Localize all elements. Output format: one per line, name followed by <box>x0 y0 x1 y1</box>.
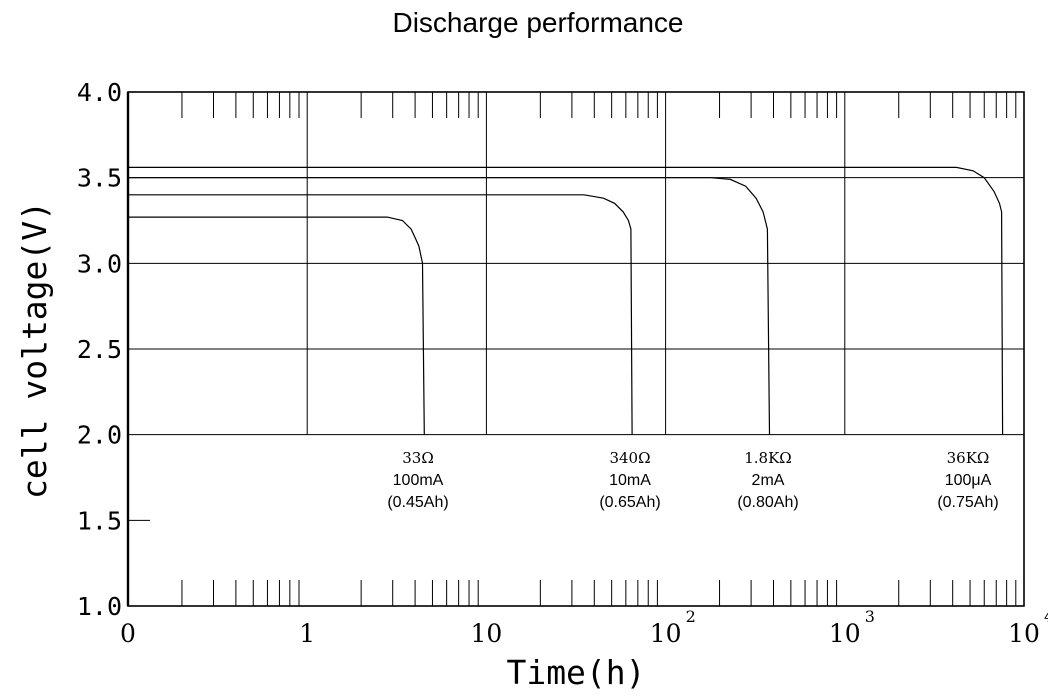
discharge-curve-2 <box>128 177 771 435</box>
curve-label-line: (0.45Ah) <box>387 494 448 511</box>
curve-annotations: 33Ω 100mA (0.45Ah) 340Ω 10mA (0.65Ah) 1.8KΩ 2mA… <box>387 449 998 511</box>
grid-lines <box>128 92 1024 521</box>
y-tick-label: 1.5 <box>77 506 122 535</box>
y-tick-label: 2.0 <box>77 421 122 450</box>
curve-label-line: (0.75Ah) <box>937 494 998 511</box>
x-tick-base: 10 <box>650 619 682 648</box>
x-tick-base: 10 <box>470 619 502 648</box>
minor-ticks <box>181 92 1017 606</box>
curve-label-line: (0.65Ah) <box>599 494 660 511</box>
discharge-curve-3 <box>128 166 1004 435</box>
curve-label-line: (0.80Ah) <box>737 494 798 511</box>
curve-label-line: 33Ω <box>402 449 434 467</box>
x-tick-base: 0 <box>120 619 136 648</box>
x-tick-exponent: 3 <box>865 607 875 626</box>
curve-label-1: 340Ω 10mA (0.65Ah) <box>599 449 660 511</box>
x-tick-exponent: 4 <box>1044 607 1048 626</box>
x-tick-exponent: 2 <box>686 607 696 626</box>
curve-label-line: 340Ω <box>609 449 650 467</box>
x-tick-label: 104 <box>1008 607 1048 648</box>
discharge-curves <box>128 166 1004 435</box>
discharge-curve-1 <box>128 194 633 435</box>
y-tick-label: 1.0 <box>77 592 122 621</box>
y-tick-label: 4.0 <box>77 78 122 107</box>
curve-label-line: 100μA <box>945 472 992 489</box>
curve-label-2: 1.8KΩ 2mA (0.80Ah) <box>737 449 798 511</box>
curve-label-3: 36KΩ 100μA (0.75Ah) <box>937 449 998 511</box>
y-tick-label: 2.5 <box>77 335 122 364</box>
curve-label-line: 10mA <box>609 472 651 489</box>
x-tick-label: 103 <box>829 607 875 648</box>
x-tick-label: 102 <box>650 607 696 648</box>
chart-title: Discharge performance <box>392 7 683 38</box>
discharge-curve-0 <box>128 216 425 435</box>
y-axis-label: cell voltage(V) <box>15 201 54 499</box>
x-tick-base: 10 <box>829 619 861 648</box>
curve-label-line: 100mA <box>393 472 444 489</box>
curve-label-line: 36KΩ <box>947 449 990 467</box>
y-tick-label: 3.0 <box>77 249 122 278</box>
y-tick-label: 3.5 <box>77 164 122 193</box>
x-tick-labels: 0110102103104 <box>120 607 1048 648</box>
x-tick-label: 1 <box>299 619 315 648</box>
curve-label-line: 2mA <box>752 472 785 489</box>
x-tick-label: 10 <box>470 619 502 648</box>
x-tick-base: 1 <box>299 619 315 648</box>
y-tick-labels: 1.0 1.5 2.0 2.5 3.0 3.5 4.0 <box>77 78 122 621</box>
curve-label-line: 1.8KΩ <box>744 449 792 467</box>
x-tick-base: 10 <box>1008 619 1040 648</box>
x-tick-label: 0 <box>120 619 136 648</box>
x-axis-label: Time(h) <box>506 653 645 692</box>
curve-label-0: 33Ω 100mA (0.45Ah) <box>387 449 448 511</box>
